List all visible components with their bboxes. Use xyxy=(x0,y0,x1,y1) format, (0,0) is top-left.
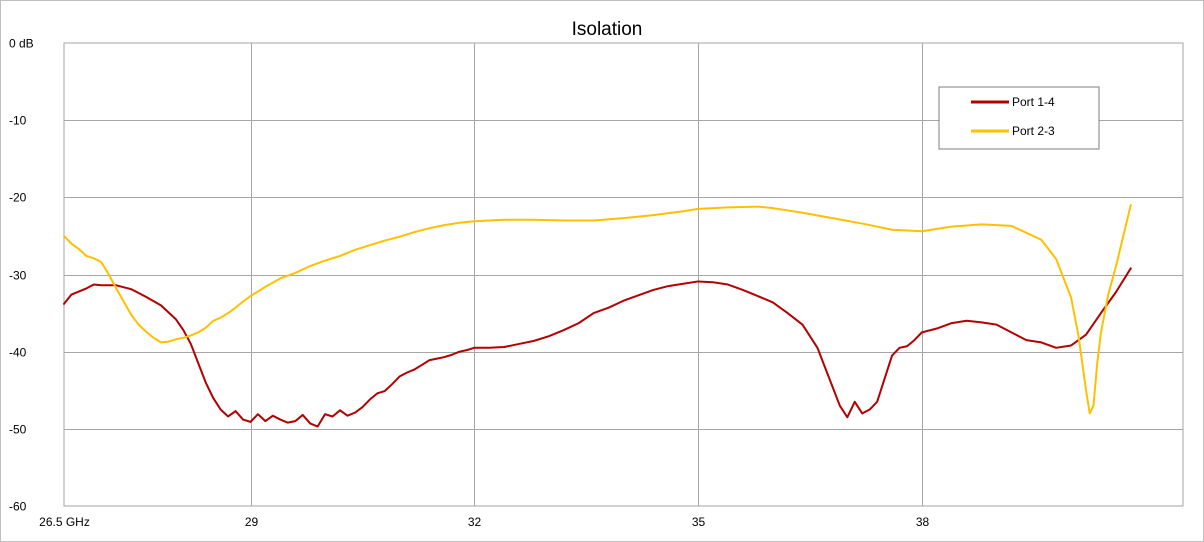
y-tick-label: -30 xyxy=(9,269,27,283)
plot-area xyxy=(63,42,1184,507)
legend-label: Port 2-3 xyxy=(1012,124,1055,138)
y-tick-label: -10 xyxy=(9,114,27,128)
x-tick-label: 35 xyxy=(692,515,706,529)
y-tick-label: -50 xyxy=(9,423,27,437)
series-layer xyxy=(63,204,1132,428)
axis-layer: 0 dB -10 -20 -30 -40 -50 -60 26.5 GHz 29 32 35 38 xyxy=(9,37,929,530)
x-tick-label: 29 xyxy=(245,515,259,529)
y-tick-label: -40 xyxy=(9,346,27,360)
x-tick-label: 38 xyxy=(916,515,930,529)
legend-label: Port 1-4 xyxy=(1012,95,1055,109)
series-line-port-1-4 xyxy=(63,267,1132,428)
y-tick-label: -20 xyxy=(9,191,27,205)
x-tick-label: 32 xyxy=(468,515,482,529)
legend: Port 1-4 Port 2-3 xyxy=(938,86,1100,150)
y-tick-label: -60 xyxy=(9,500,27,514)
chart-title: Isolation xyxy=(572,19,643,40)
legend-box xyxy=(938,86,1100,150)
series-line-port-2-3 xyxy=(63,204,1132,415)
y-tick-label: 0 dB xyxy=(9,37,34,51)
x-tick-label: 26.5 GHz xyxy=(39,515,90,529)
